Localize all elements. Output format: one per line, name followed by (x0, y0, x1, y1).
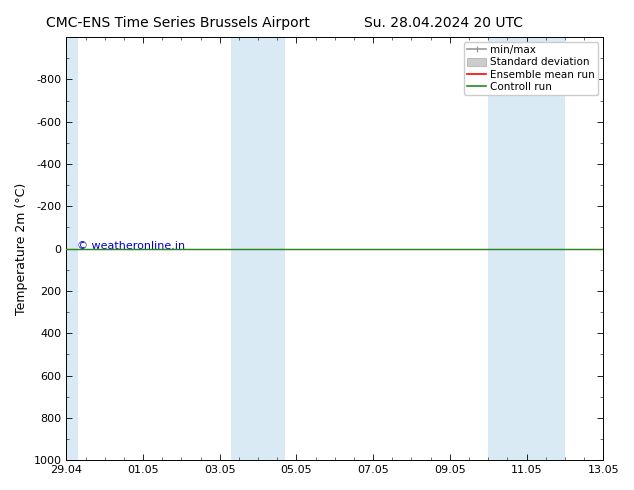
Text: © weatheronline.in: © weatheronline.in (77, 241, 185, 251)
Text: Su. 28.04.2024 20 UTC: Su. 28.04.2024 20 UTC (365, 16, 523, 30)
Legend: min/max, Standard deviation, Ensemble mean run, Controll run: min/max, Standard deviation, Ensemble me… (464, 42, 598, 95)
Text: CMC-ENS Time Series Brussels Airport: CMC-ENS Time Series Brussels Airport (46, 16, 309, 30)
Bar (67, 37, 78, 460)
Bar (488, 37, 565, 460)
Y-axis label: Temperature 2m (°C): Temperature 2m (°C) (15, 182, 28, 315)
Title: CMC-ENS Time Series Brussels Airport      Su. 28.04.2024 20 UTC: CMC-ENS Time Series Brussels Airport Su.… (0, 489, 1, 490)
Bar (231, 37, 285, 460)
